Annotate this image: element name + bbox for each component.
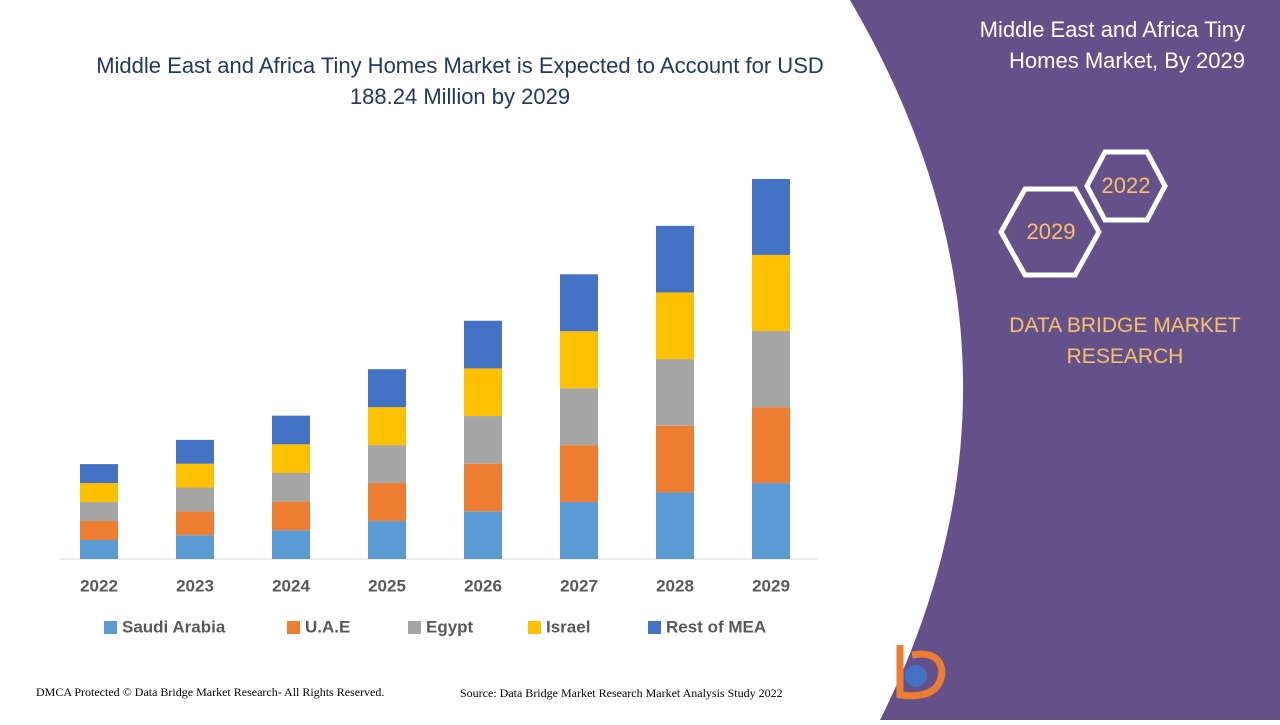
bar-segment	[656, 292, 694, 360]
legend-label: U.A.E	[305, 617, 350, 636]
bar-segment	[368, 369, 406, 408]
bar-segment	[752, 254, 790, 332]
bar-segment	[272, 472, 310, 502]
legend-label: Israel	[546, 617, 590, 636]
logo-mark	[896, 645, 946, 700]
x-tick-label: 2024	[272, 576, 310, 595]
hexagon	[1084, 149, 1168, 223]
bar-segment	[176, 487, 214, 512]
legend-label: Rest of MEA	[666, 617, 766, 636]
bar-segment	[80, 540, 118, 559]
bar-segment	[176, 535, 214, 559]
legend-swatch	[104, 621, 117, 634]
bar-segment	[464, 368, 502, 417]
x-tick-label: 2029	[752, 576, 790, 595]
legend-swatch	[287, 621, 300, 634]
panel-title-box: Middle East and Africa Tiny Homes Market…	[979, 17, 1245, 73]
side-panel	[850, 0, 1280, 720]
bar-segment	[80, 502, 118, 522]
bar-segment	[656, 425, 694, 493]
legend-label: Egypt	[426, 617, 474, 636]
bar-segment	[560, 445, 598, 503]
chart-title: Middle East and Africa Tiny Homes Market…	[96, 53, 824, 109]
bar-segment	[464, 511, 502, 559]
bar-segment	[464, 320, 502, 369]
bar-segment	[464, 463, 502, 512]
bar-segment	[368, 521, 406, 559]
legend-swatch	[408, 621, 421, 634]
bar-segment	[80, 521, 118, 541]
bar-segment	[560, 388, 598, 446]
legend-swatch	[648, 621, 661, 634]
panel-title: Middle East and Africa Tiny Homes Market…	[979, 17, 1245, 73]
copyright: DMCA Protected © Data Bridge Market Rese…	[36, 685, 384, 699]
x-tick-label: 2026	[464, 576, 502, 595]
bar-segment	[272, 444, 310, 473]
brand: DATA BRIDGE MARKET RESEARCH	[1009, 314, 1241, 368]
bar-segment	[752, 407, 790, 484]
logo-mark	[905, 665, 927, 687]
bar-segment	[80, 464, 118, 484]
bar-segment	[368, 445, 406, 484]
bar-segment	[368, 483, 406, 522]
bar-segment	[80, 483, 118, 503]
bar-segment	[272, 501, 310, 531]
bar-segment	[752, 179, 790, 255]
bar-segment	[656, 492, 694, 559]
bar-segment	[368, 407, 406, 446]
bar-segment	[656, 225, 694, 293]
plot: 2022 2023 2024 2025 2026 2027 2028 2029 Saudi Ar…	[80, 179, 790, 636]
x-tick-label: 2022	[80, 576, 118, 595]
hexagon	[998, 186, 1102, 278]
x-tick-label: 2028	[656, 576, 694, 595]
bar-segment	[560, 274, 598, 332]
bar-segment	[272, 415, 310, 445]
brand-box: DATA BRIDGE MARKET RESEARCH	[1009, 314, 1241, 368]
hex-label: 2029	[1027, 219, 1076, 244]
bar-segment	[560, 331, 598, 389]
x-tick-label: 2023	[176, 576, 214, 595]
bar-segment	[272, 530, 310, 559]
bar-segment	[176, 439, 214, 464]
bar-segment	[752, 483, 790, 559]
bar-segment	[560, 502, 598, 559]
x-tick-label: 2027	[560, 576, 598, 595]
legend-label: Saudi Arabia	[122, 617, 226, 636]
bar-segment	[752, 331, 790, 408]
logo-name: DATA BRIDGE	[952, 651, 1077, 672]
x-tick-label: 2025	[368, 576, 406, 595]
logo-tagline: MARKET RESEARCH	[952, 676, 1087, 686]
bar-segment	[656, 359, 694, 426]
hex-label: 2022	[1102, 173, 1151, 198]
bar-segment	[464, 416, 502, 464]
source: Source: Data Bridge Market Research Mark…	[460, 686, 783, 700]
bar-segment	[176, 463, 214, 488]
title-box: Middle East and Africa Tiny Homes Market…	[96, 53, 824, 109]
legend-swatch	[528, 621, 541, 634]
bar-segment	[176, 511, 214, 536]
